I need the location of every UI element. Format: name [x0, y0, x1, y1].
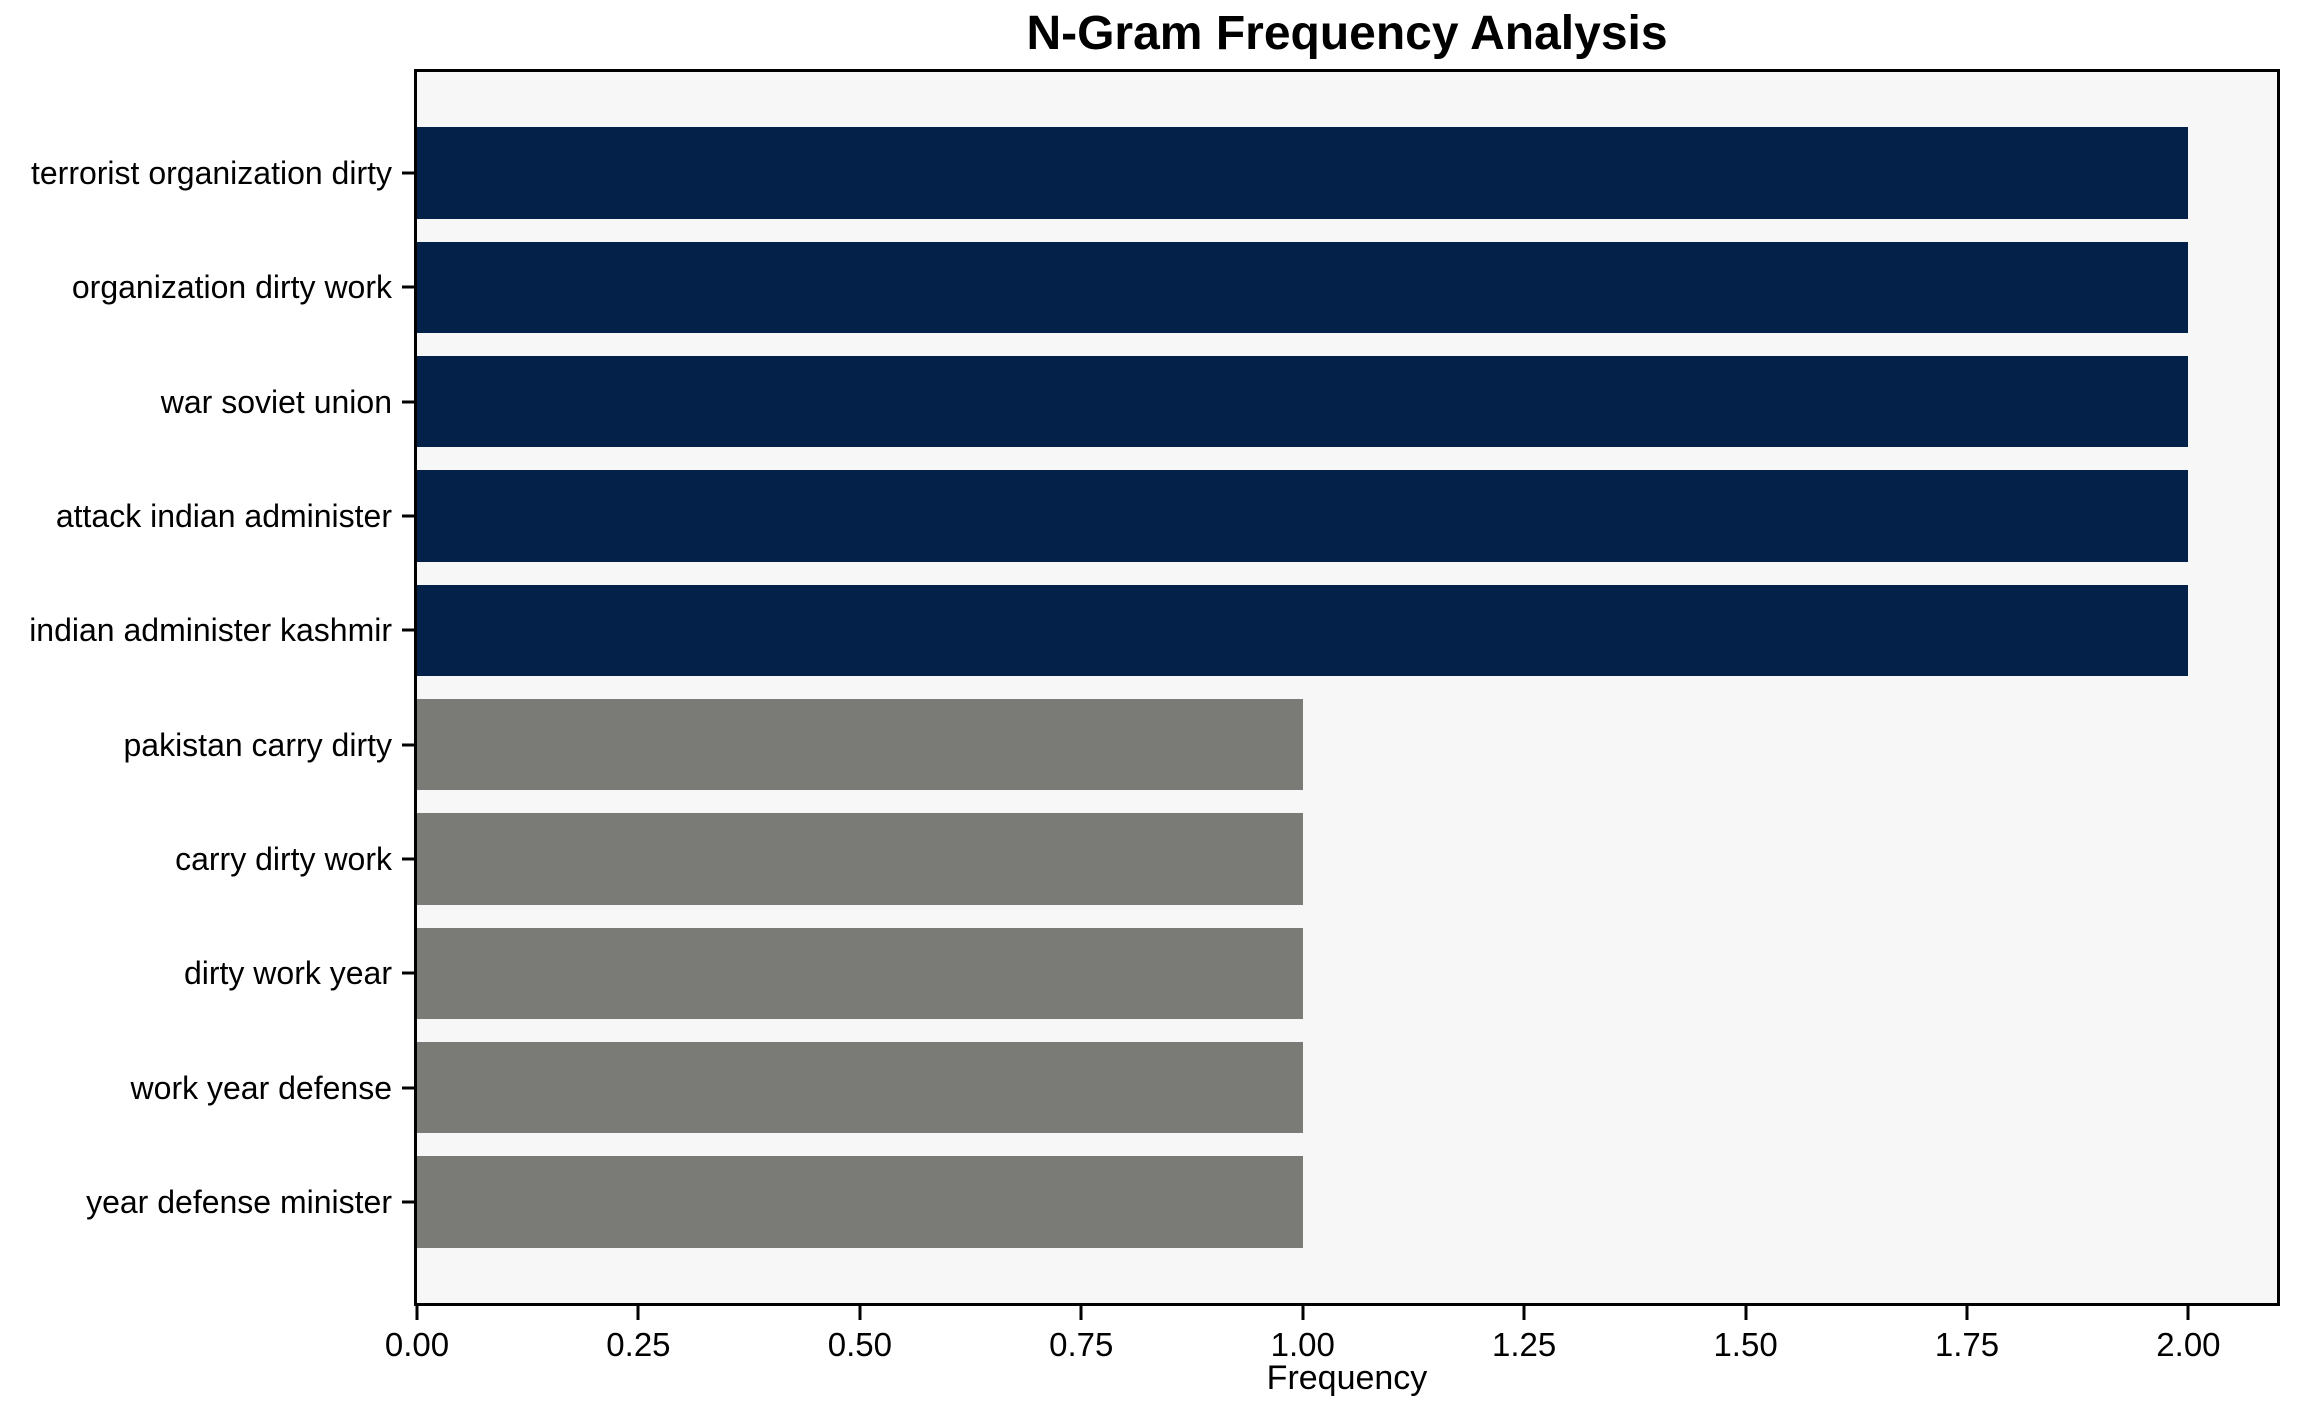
x-tick-mark — [1522, 1306, 1526, 1320]
y-tick-label: carry dirty work — [175, 840, 392, 877]
y-tick-label: pakistan carry dirty — [123, 726, 392, 763]
bar-pakistan-carry-dirty — [417, 698, 1303, 791]
x-tick-mark — [2186, 1306, 2190, 1320]
x-tick-mark — [1079, 1306, 1083, 1320]
chart-title: N-Gram Frequency Analysis — [1026, 7, 1668, 60]
bar-dirty-work-year — [417, 927, 1303, 1019]
y-tick-mark — [402, 743, 414, 747]
plot-area — [414, 69, 2280, 1306]
x-tick-label: 1.50 — [1713, 1326, 1778, 1363]
y-tick-label: organization dirty work — [71, 269, 392, 306]
x-tick-label: 0.75 — [1049, 1326, 1114, 1363]
x-tick-label: 0.50 — [827, 1326, 892, 1363]
bar-terrorist-organization-dirty — [417, 127, 2189, 219]
x-tick-label: 0.00 — [384, 1326, 450, 1363]
bar-attack-indian-administer — [417, 470, 2189, 562]
x-tick-label: 1.75 — [1934, 1326, 2000, 1363]
x-tick-label: 2.00 — [2156, 1326, 2221, 1363]
y-tick-label: terrorist organization dirty — [30, 155, 392, 192]
bar-row — [417, 573, 2277, 687]
bar-row — [417, 802, 2277, 916]
bar-row — [417, 230, 2277, 344]
bar-row — [417, 1030, 2277, 1144]
y-tick-mark — [402, 1086, 414, 1090]
x-tick-label: 1.00 — [1270, 1326, 1335, 1363]
x-axis: 0.00 0.25 0.50 0.75 1.00 1.25 1.50 1.75 2.00 — [385, 1306, 2280, 1406]
y-tick-mark — [402, 971, 414, 975]
y-tick-label: year defense minister — [86, 1183, 392, 1220]
y-tick-label: attack indian administer — [55, 498, 392, 535]
x-tick-mark — [636, 1306, 640, 1320]
bar-indian-administer-kashmir — [417, 584, 2189, 677]
y-tick-label: dirty work year — [183, 955, 392, 992]
y-tick-label: indian administer kashmir — [29, 612, 392, 649]
bar-row — [417, 687, 2277, 801]
x-axis-label: Frequency — [1266, 1359, 1428, 1397]
x-tick-mark — [1965, 1306, 1969, 1320]
bar-war-soviet-union — [417, 356, 2189, 448]
x-tick-mark — [1744, 1306, 1748, 1320]
y-tick-mark — [402, 628, 414, 632]
bar-carry-dirty-work — [417, 813, 1303, 905]
bars-container — [417, 72, 2277, 1303]
x-tick-mark — [415, 1306, 419, 1320]
x-tick-mark — [1301, 1306, 1305, 1320]
y-axis: terrorist organization dirty organization… — [0, 72, 414, 1303]
bar-work-year-defense — [417, 1041, 1303, 1134]
y-tick-label: work year defense — [130, 1069, 392, 1106]
bar-row — [417, 116, 2277, 230]
bar-row — [417, 1145, 2277, 1259]
y-tick-label: war soviet union — [160, 383, 392, 420]
bar-year-defense-minister — [417, 1156, 1303, 1248]
x-tick-label: 1.25 — [1492, 1326, 1557, 1363]
bar-organization-dirty-work — [417, 241, 2189, 334]
y-tick-mark — [402, 171, 414, 175]
bar-row — [417, 916, 2277, 1030]
bar-row — [417, 345, 2277, 459]
y-tick-mark — [402, 857, 414, 861]
y-tick-mark — [402, 285, 414, 289]
bar-row — [417, 459, 2277, 573]
y-tick-mark — [402, 514, 414, 518]
y-tick-mark — [402, 1200, 414, 1204]
y-tick-mark — [402, 400, 414, 404]
x-tick-mark — [858, 1306, 862, 1320]
x-tick-label: 0.25 — [606, 1326, 671, 1363]
